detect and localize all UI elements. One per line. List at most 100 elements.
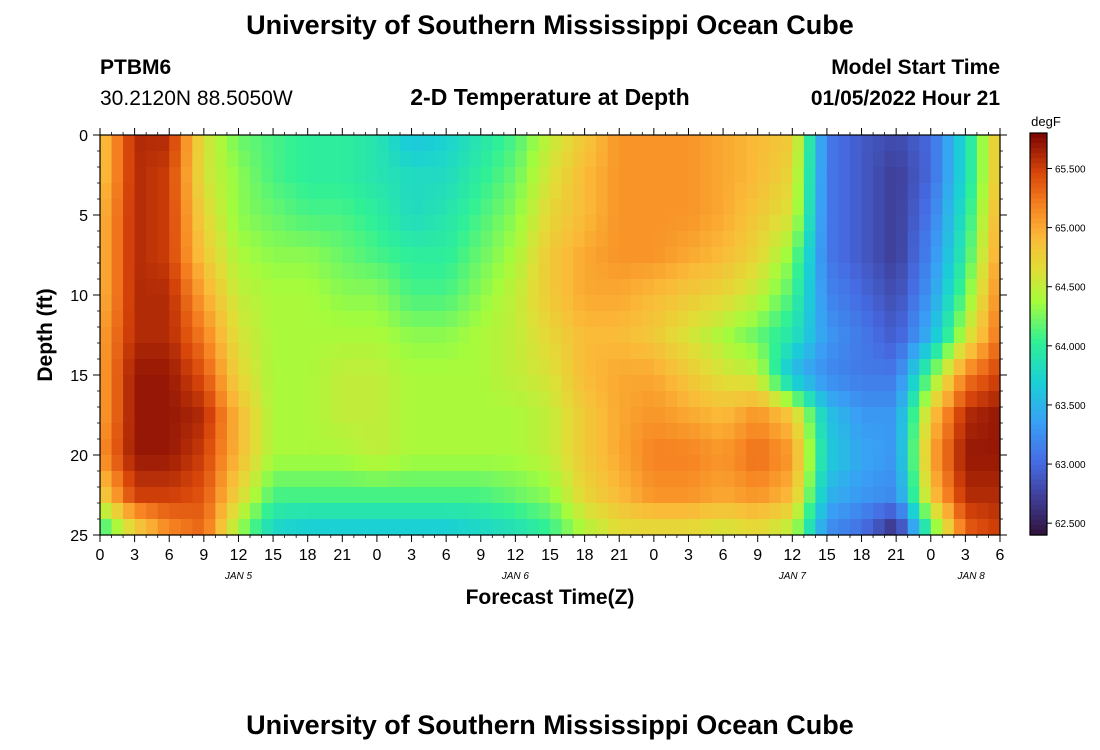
heatmap-cell bbox=[319, 151, 332, 168]
heatmap-cell bbox=[850, 423, 863, 440]
heatmap-cell bbox=[815, 183, 828, 200]
heatmap-cell bbox=[480, 167, 493, 184]
heatmap-cell bbox=[965, 263, 978, 280]
heatmap-cell bbox=[942, 343, 955, 360]
heatmap-cell bbox=[296, 391, 309, 408]
heatmap-cell bbox=[503, 167, 516, 184]
heatmap-cell bbox=[111, 407, 124, 424]
heatmap-cell bbox=[411, 135, 424, 152]
x-tick-label: 0 bbox=[96, 547, 105, 564]
heatmap-cell bbox=[907, 343, 920, 360]
heatmap-cell bbox=[607, 311, 620, 328]
heatmap-cell bbox=[734, 375, 747, 392]
heatmap-cell bbox=[261, 471, 274, 488]
heatmap-cell bbox=[723, 487, 736, 504]
heatmap-cell bbox=[226, 327, 240, 344]
heatmap-cell bbox=[376, 439, 390, 456]
heatmap-cell bbox=[226, 231, 240, 248]
heatmap-cell bbox=[215, 327, 228, 344]
heatmap-cell bbox=[434, 215, 447, 232]
heatmap-cell bbox=[930, 327, 943, 344]
heatmap-cell bbox=[123, 375, 136, 392]
heatmap-cell bbox=[942, 359, 955, 376]
heatmap-cell bbox=[296, 327, 309, 344]
heatmap-cell bbox=[203, 311, 216, 328]
heatmap-cell bbox=[584, 151, 597, 168]
heatmap-cell bbox=[815, 503, 828, 520]
heatmap-cell bbox=[423, 311, 436, 328]
heatmap-cell bbox=[480, 471, 493, 488]
heatmap-cell bbox=[515, 343, 528, 360]
heatmap-cell bbox=[896, 487, 909, 504]
colorbar-swatch bbox=[1030, 384, 1047, 390]
heatmap-cell bbox=[330, 375, 343, 392]
heatmap-cell bbox=[215, 295, 228, 312]
heatmap-cell bbox=[296, 407, 309, 424]
heatmap-cell bbox=[250, 391, 263, 408]
heatmap-cell bbox=[180, 391, 193, 408]
heatmap-cell bbox=[757, 391, 770, 408]
heatmap-cell bbox=[192, 295, 205, 312]
heatmap-cell bbox=[665, 407, 678, 424]
heatmap-cell bbox=[815, 455, 828, 472]
heatmap-cell bbox=[907, 519, 920, 536]
heatmap-cell bbox=[561, 343, 574, 360]
heatmap-cell bbox=[238, 167, 251, 184]
heatmap-cell bbox=[423, 199, 436, 216]
heatmap-cell bbox=[930, 503, 943, 520]
heatmap-cell bbox=[619, 439, 632, 456]
heatmap-cell bbox=[573, 263, 586, 280]
heatmap-cell bbox=[319, 279, 332, 296]
heatmap-cell bbox=[319, 247, 332, 264]
heatmap-cell bbox=[134, 439, 147, 456]
heatmap-cell bbox=[838, 247, 851, 264]
heatmap-cell bbox=[538, 151, 551, 168]
heatmap-cell bbox=[723, 327, 736, 344]
heatmap-cell bbox=[226, 215, 240, 232]
heatmap-cell bbox=[607, 519, 620, 536]
heatmap-cell bbox=[700, 487, 713, 504]
heatmap-cell bbox=[919, 455, 932, 472]
heatmap-cell bbox=[769, 279, 782, 296]
heatmap-cell bbox=[907, 375, 920, 392]
heatmap-cell bbox=[919, 519, 932, 536]
heatmap-cell bbox=[976, 423, 990, 440]
heatmap-cell bbox=[850, 151, 863, 168]
heatmap-cell bbox=[515, 183, 528, 200]
heatmap-cell bbox=[688, 151, 701, 168]
heatmap-cell bbox=[411, 183, 424, 200]
heatmap-cell bbox=[884, 151, 897, 168]
heatmap-cell bbox=[157, 359, 170, 376]
heatmap-cell bbox=[884, 295, 897, 312]
heatmap-cell bbox=[457, 423, 470, 440]
heatmap-cell bbox=[261, 215, 274, 232]
heatmap-cell bbox=[584, 455, 597, 472]
heatmap-cell bbox=[250, 311, 263, 328]
heatmap-cell bbox=[642, 391, 655, 408]
heatmap-cell bbox=[769, 391, 782, 408]
heatmap-cell bbox=[526, 183, 540, 200]
heatmap-cell bbox=[492, 487, 505, 504]
heatmap-cell bbox=[907, 391, 920, 408]
heatmap-cell bbox=[226, 263, 240, 280]
colorbar-swatch bbox=[1030, 238, 1047, 245]
heatmap-cell bbox=[711, 391, 724, 408]
heatmap-cell bbox=[376, 263, 390, 280]
heatmap-cell bbox=[492, 183, 505, 200]
heatmap-cell bbox=[803, 519, 816, 536]
heatmap-cell bbox=[203, 183, 216, 200]
heatmap-cell bbox=[861, 391, 874, 408]
heatmap-cell bbox=[803, 327, 816, 344]
heatmap-cell bbox=[826, 151, 840, 168]
colorbar-swatch bbox=[1030, 474, 1047, 481]
heatmap-cell bbox=[607, 295, 620, 312]
heatmap-cell bbox=[769, 215, 782, 232]
heatmap-cell bbox=[284, 359, 297, 376]
heatmap-cell bbox=[261, 359, 274, 376]
heatmap-cell bbox=[596, 215, 609, 232]
heatmap-cell bbox=[919, 311, 932, 328]
heatmap-cell bbox=[873, 199, 886, 216]
heatmap-cell bbox=[146, 471, 159, 488]
heatmap-cell bbox=[838, 503, 851, 520]
heatmap-cell bbox=[330, 423, 343, 440]
